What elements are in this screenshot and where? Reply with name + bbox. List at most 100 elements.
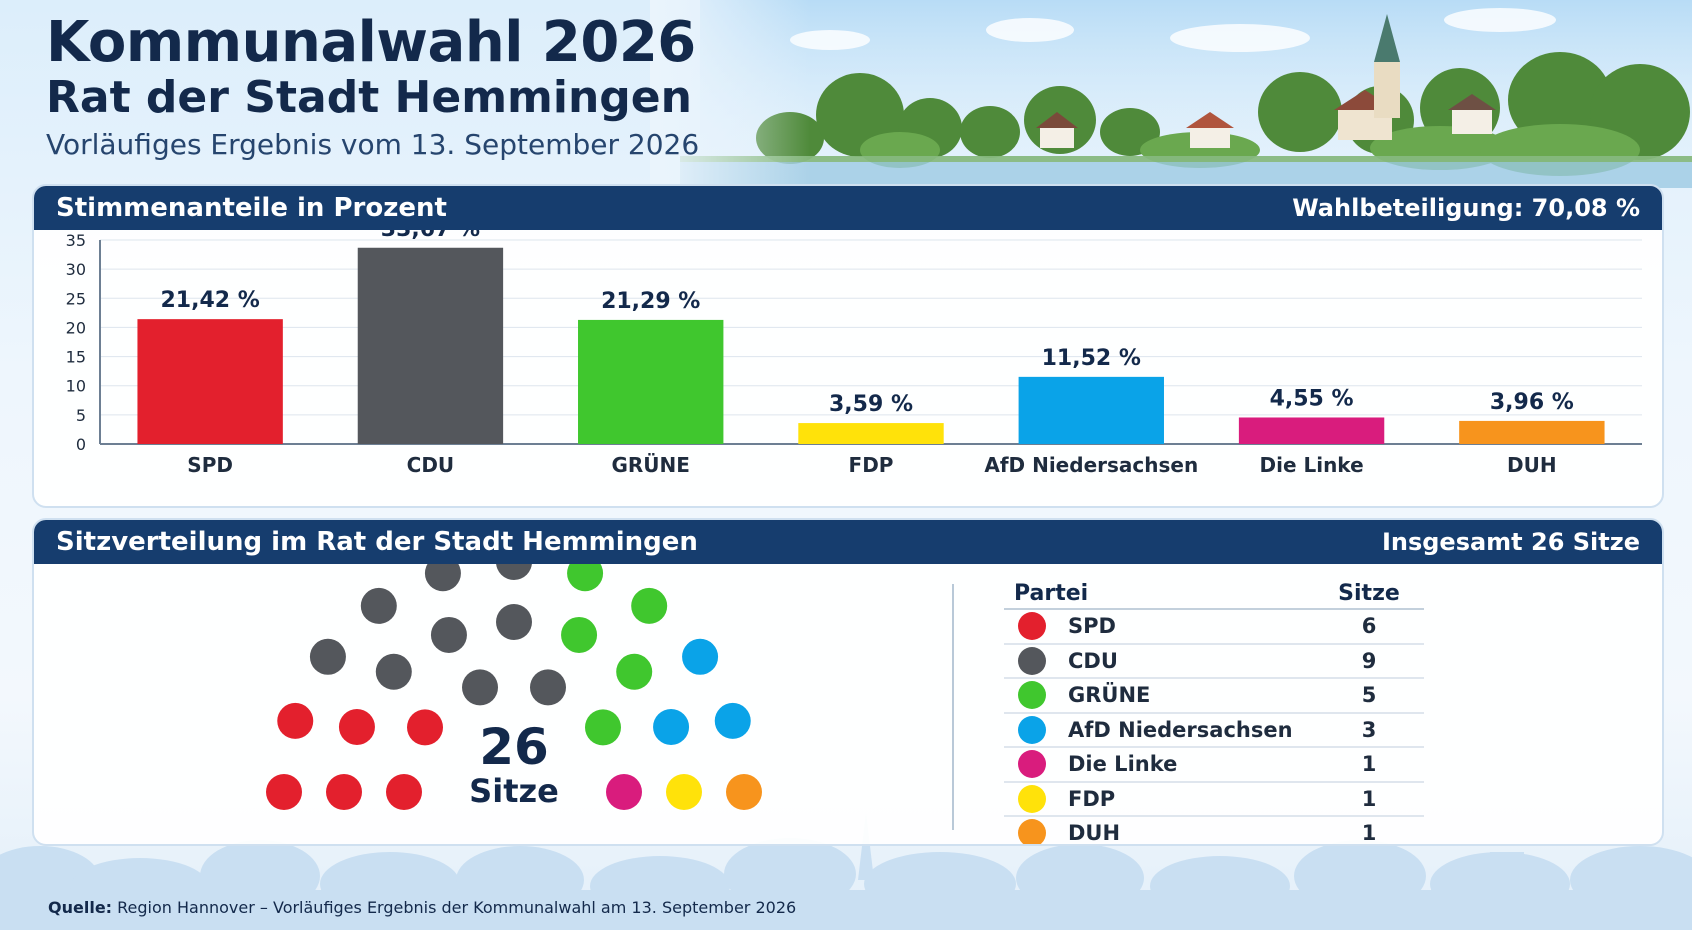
x-category-label: FDP	[849, 453, 894, 477]
table-row: CDU 9	[1004, 645, 1424, 679]
party-seats: 3	[1361, 717, 1377, 742]
party-color-dot	[1018, 681, 1046, 710]
seat-dot	[424, 564, 461, 592]
turnout-label: Wahlbeteiligung: 70,08 %	[1292, 194, 1640, 222]
seat-hemicycle-chart: 26 Sitze	[266, 564, 762, 810]
party-color-dot	[1018, 819, 1046, 844]
seat-table-header: Partei Sitze	[1004, 578, 1424, 610]
seat-table: Partei Sitze SPD 6 CDU 9 GRÜNE 5 AfD Niedersac…	[1004, 578, 1424, 846]
party-seats: 1	[1361, 821, 1377, 846]
table-row: Die Linke 1	[1004, 748, 1424, 783]
party-seats: 9	[1361, 648, 1377, 673]
data-label: 3,96 %	[1490, 390, 1574, 415]
votes-panel: Stimmenanteile in Prozent Wahlbeteiligun…	[32, 184, 1664, 508]
party-seats: 1	[1361, 786, 1377, 811]
party-name: GRÜNE	[1068, 683, 1151, 708]
y-tick-label: 35	[66, 231, 86, 250]
source-label: Quelle:	[48, 898, 113, 917]
party-seats: 6	[1361, 614, 1377, 639]
party-seats: 1	[1361, 752, 1377, 777]
party-column-header: Partei	[1014, 580, 1089, 606]
votes-panel-header: Stimmenanteile in Prozent Wahlbeteiligun…	[34, 186, 1662, 230]
table-row: AfD Niedersachsen 3	[1004, 714, 1424, 748]
seat-dot	[462, 669, 499, 706]
seats-panel-header: Sitzverteilung im Rat der Stadt Hemminge…	[34, 520, 1662, 564]
party-seats: 5	[1361, 683, 1377, 708]
hemicycle-center-number: 26	[479, 718, 549, 776]
data-label: 3,59 %	[829, 392, 913, 417]
seat-dot	[326, 774, 362, 810]
table-row: SPD 6	[1004, 610, 1424, 645]
seat-dot	[309, 638, 346, 675]
party-color-dot	[1018, 715, 1046, 744]
bar-duh	[1459, 420, 1605, 444]
data-label: 11,52 %	[1042, 346, 1141, 371]
y-tick-label: 20	[66, 318, 86, 337]
total-seats-label: Insgesamt 26 Sitze	[1381, 528, 1640, 556]
seat-dot	[682, 638, 719, 675]
seats-column-header: Sitze	[1338, 580, 1400, 606]
x-category-label: GRÜNE	[611, 453, 689, 477]
votes-panel-title: Stimmenanteile in Prozent	[56, 193, 447, 223]
table-row: GRÜNE 5	[1004, 679, 1424, 714]
date-line: Vorläufiges Ergebnis vom 13. September 2…	[46, 128, 700, 161]
bar-fdp	[798, 423, 944, 444]
seat-dot	[430, 616, 467, 653]
party-name: SPD	[1068, 614, 1116, 639]
party-color-dot	[1018, 612, 1046, 641]
seat-dot	[726, 774, 762, 810]
seat-dot	[653, 708, 690, 745]
y-tick-label: 10	[66, 377, 86, 396]
seat-dot	[606, 774, 642, 810]
bar-gr-ne	[578, 319, 724, 444]
seat-dot	[375, 653, 412, 690]
panel-divider	[952, 584, 954, 830]
y-tick-label: 5	[76, 406, 86, 425]
source-footer: Quelle: Region Hannover – Vorläufiges Er…	[48, 898, 796, 917]
seat-dot	[360, 587, 397, 624]
bar-cdu	[357, 247, 504, 444]
x-category-label: AfD Niedersachsen	[984, 453, 1198, 477]
y-tick-label: 15	[66, 348, 86, 367]
seat-dot	[338, 708, 375, 745]
data-label: 21,29 %	[601, 289, 700, 314]
data-label: 33,67 %	[381, 230, 480, 242]
seat-dot	[266, 774, 302, 810]
seat-dot	[277, 702, 314, 739]
party-name: AfD Niedersachsen	[1068, 717, 1293, 742]
x-category-label: DUH	[1507, 453, 1557, 477]
table-row: FDP 1	[1004, 783, 1424, 817]
seat-dot	[386, 774, 422, 810]
seats-panel: Sitzverteilung im Rat der Stadt Hemminge…	[32, 518, 1664, 846]
y-tick-label: 0	[76, 435, 86, 454]
seats-panel-title: Sitzverteilung im Rat der Stadt Hemminge…	[56, 527, 698, 557]
y-tick-label: 30	[66, 260, 86, 279]
seat-dot	[616, 653, 653, 690]
seat-dot	[666, 774, 702, 810]
data-label: 21,42 %	[160, 288, 259, 313]
y-tick-label: 25	[66, 289, 86, 308]
data-label: 4,55 %	[1270, 386, 1354, 411]
table-row: DUH 1	[1004, 817, 1424, 846]
seat-dot	[714, 702, 751, 739]
seat-dot	[496, 564, 532, 580]
bar-afd-niedersachsen	[1018, 376, 1164, 444]
seat-dot	[567, 564, 604, 592]
vote-share-bar-chart: 0 5 10 15 20 25 30 35 21,42 % SPD 33,67 % CDU 21,29 …	[66, 230, 1642, 477]
party-name: CDU	[1068, 648, 1118, 673]
x-category-label: SPD	[187, 453, 233, 477]
bar-spd	[137, 319, 283, 444]
seat-dot	[631, 587, 668, 624]
bar-die-linke	[1238, 417, 1385, 444]
x-category-label: Die Linke	[1259, 453, 1363, 477]
party-name: Die Linke	[1068, 752, 1178, 777]
seat-dot	[496, 604, 532, 640]
seat-table-body: SPD 6 CDU 9 GRÜNE 5 AfD Niedersachsen 3 Die Link…	[1004, 610, 1424, 846]
party-name: FDP	[1068, 786, 1116, 811]
party-color-dot	[1018, 646, 1046, 675]
party-color-dot	[1018, 750, 1046, 779]
party-color-dot	[1018, 784, 1046, 813]
source-text: Region Hannover – Vorläufiges Ergebnis d…	[117, 898, 797, 917]
